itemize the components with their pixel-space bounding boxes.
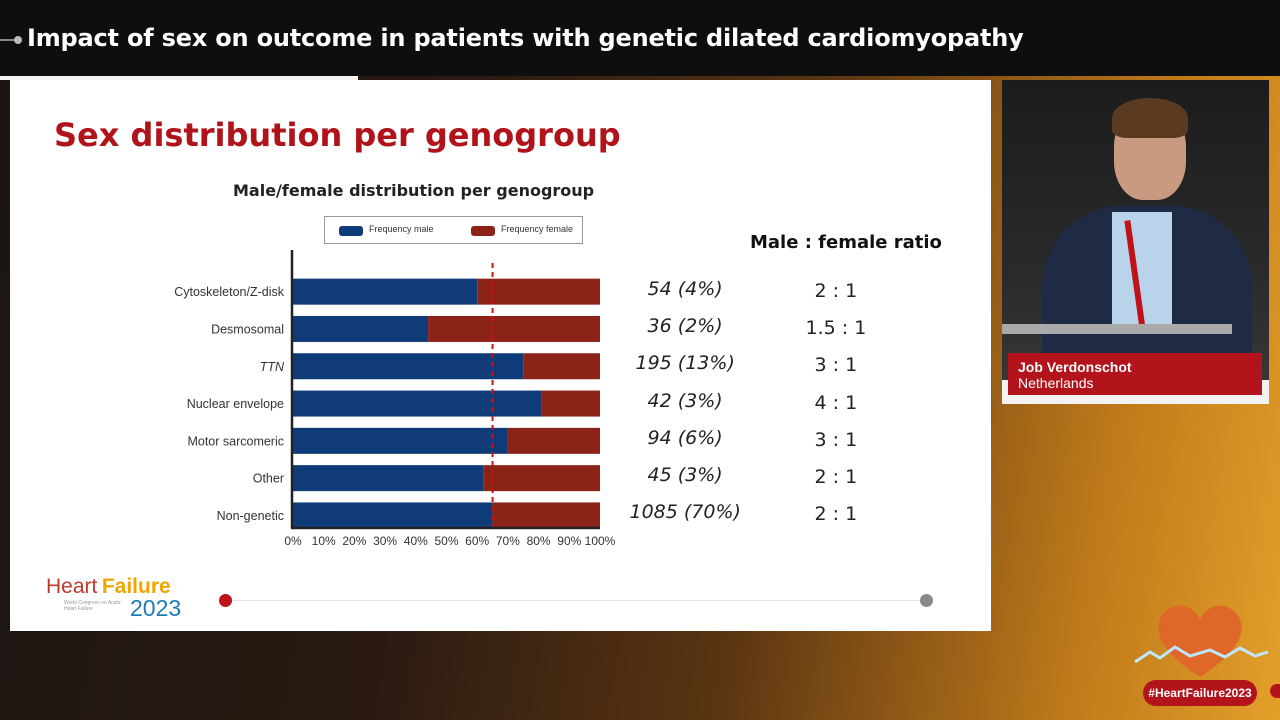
ratio-value-0: 2 : 1 — [814, 279, 858, 302]
ratio-value-1: 1.5 : 1 — [805, 316, 867, 339]
x-tick-label-1: 10% — [312, 534, 336, 548]
ratio-value-6: 2 : 1 — [814, 503, 858, 526]
x-tick-label-2: 20% — [342, 534, 366, 548]
category-label-0: Cytoskeleton/Z-disk — [174, 285, 285, 299]
count-value-2: 195 (13%) — [635, 352, 735, 375]
bar-female-0 — [477, 278, 600, 305]
bar-male-6 — [293, 502, 493, 529]
count-value-1: 36 (2%) — [647, 314, 723, 337]
count-value-3: 42 (3%) — [647, 389, 723, 412]
presentation-slide: Sex distribution per genogroup Male/fema… — [10, 80, 991, 631]
bar-female-1 — [428, 315, 600, 342]
slide-progress-start-dot — [219, 594, 232, 607]
bar-female-2 — [523, 353, 600, 380]
logo-subtitle: World Congress on Acute Heart Failure — [64, 600, 121, 612]
bar-male-2 — [293, 353, 524, 380]
x-tick-label-0: 0% — [284, 534, 302, 548]
ratio-value-2: 3 : 1 — [814, 354, 858, 377]
bar-female-5 — [483, 465, 600, 492]
heart-illustration-icon — [1134, 605, 1269, 677]
edge-tab — [1270, 684, 1280, 698]
x-tick-label-10: 100% — [585, 534, 616, 548]
logo-failure-text: Failure — [101, 575, 171, 598]
count-value-0: 54 (4%) — [647, 277, 723, 300]
category-label-1: Desmosomal — [211, 322, 284, 336]
category-label-6: Non-genetic — [217, 509, 284, 523]
x-tick-label-7: 70% — [496, 534, 520, 548]
speaker-video — [1002, 80, 1269, 404]
category-label-2: TTN — [260, 360, 285, 374]
header-bar: Impact of sex on outcome in patients wit… — [0, 0, 1280, 76]
podium — [1002, 324, 1232, 334]
x-tick-label-9: 90% — [557, 534, 581, 548]
genogroup-bar-chart: Cytoskeleton/Z-disk Desmosomal TTN Nuclear … — [174, 250, 616, 548]
x-tick-label-3: 30% — [373, 534, 397, 548]
legend-label-male: Frequency male — [369, 224, 434, 234]
ratio-value-4: 3 : 1 — [814, 428, 858, 451]
slide-progress-end-dot — [920, 594, 933, 607]
header-accent-line — [0, 39, 16, 41]
chart-title: Male/female distribution per genogroup — [233, 181, 595, 200]
x-tick-label-4: 40% — [404, 534, 428, 548]
hashtag-badge: #HeartFailure2023 — [1143, 680, 1257, 706]
heart-failure-logo: Heart Failure World Congress on Acute He… — [46, 575, 206, 625]
category-label-5: Other — [253, 472, 284, 486]
header-underline — [0, 76, 358, 80]
bar-female-6 — [492, 502, 600, 529]
legend-label-female: Frequency female — [501, 224, 574, 234]
bar-female-3 — [541, 390, 600, 417]
slide-title: Sex distribution per genogroup — [54, 116, 621, 154]
legend-swatch-female — [471, 226, 495, 236]
bar-male-4 — [293, 427, 508, 454]
speaker-name: Job Verdonschot — [1018, 359, 1132, 375]
ratio-header: Male : female ratio — [750, 232, 942, 253]
x-tick-label-5: 50% — [434, 534, 458, 548]
count-value-6: 1085 (70%) — [629, 501, 741, 524]
category-label-4: Motor sarcomeric — [187, 434, 284, 448]
talk-title: Impact of sex on outcome in patients wit… — [27, 24, 1024, 52]
speaker-country: Netherlands — [1018, 375, 1094, 391]
bar-male-1 — [293, 315, 429, 342]
speaker-hair — [1112, 98, 1188, 138]
count-value-5: 45 (3%) — [647, 464, 723, 487]
legend-swatch-male — [339, 226, 363, 236]
x-tick-label-8: 80% — [527, 534, 551, 548]
category-label-3: Nuclear envelope — [187, 397, 284, 411]
bar-male-3 — [293, 390, 542, 417]
slide-progress-track — [225, 600, 927, 601]
chart-legend: Frequency male Frequency female — [324, 216, 583, 244]
bar-male-0 — [293, 278, 478, 305]
ratio-value-5: 2 : 1 — [814, 466, 858, 489]
header-dot-icon — [14, 36, 22, 44]
x-tick-label-6: 60% — [465, 534, 489, 548]
bar-female-4 — [507, 427, 600, 454]
count-value-4: 94 (6%) — [647, 426, 723, 449]
bar-male-5 — [293, 465, 484, 492]
logo-year: 2023 — [130, 595, 182, 621]
ratio-value-3: 4 : 1 — [814, 391, 858, 414]
speaker-name-card: Job Verdonschot Netherlands — [1008, 353, 1262, 395]
logo-heart-text: Heart — [46, 575, 98, 598]
